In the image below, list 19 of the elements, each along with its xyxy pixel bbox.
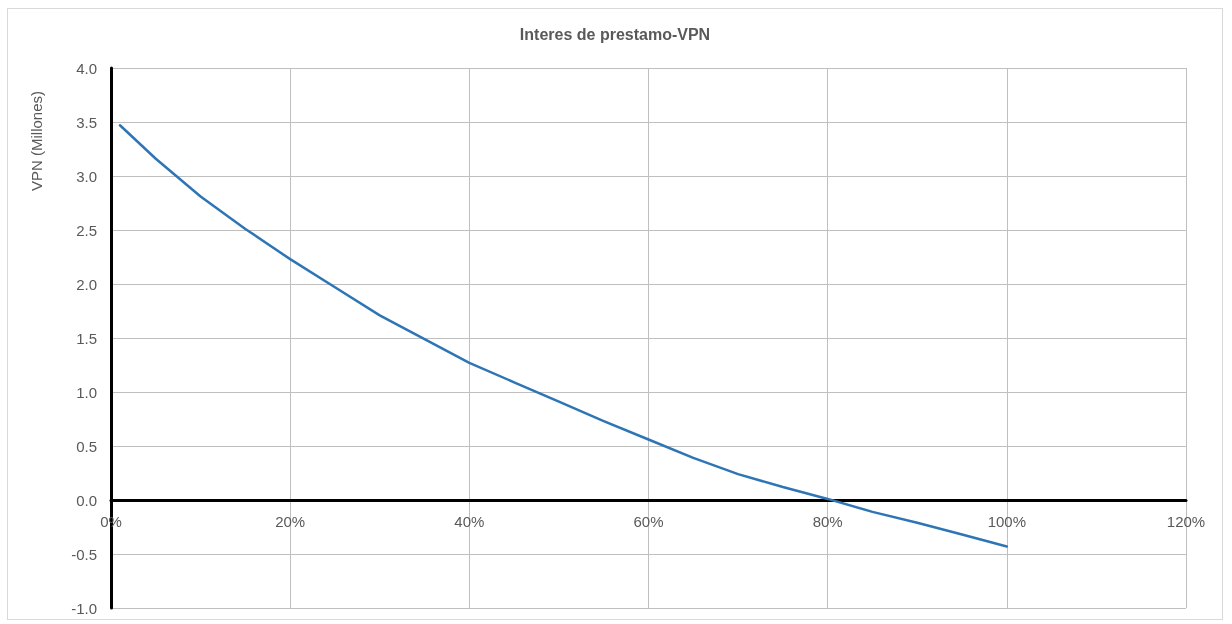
x-tick-label: 80% bbox=[812, 513, 843, 530]
chart-title: Interes de prestamo-VPN bbox=[519, 25, 711, 43]
x-tick-label: 100% bbox=[987, 513, 1027, 530]
y-tick-label: 2.0 bbox=[76, 275, 97, 293]
y-tick-label: 0.5 bbox=[76, 437, 97, 455]
y-tick-label: 3.5 bbox=[76, 113, 97, 131]
x-tick-label: 20% bbox=[275, 513, 306, 530]
y-tick-label: -0.5 bbox=[71, 545, 97, 563]
x-tick-label: 40% bbox=[454, 513, 485, 530]
y-axis-title: VPN (Millones) bbox=[27, 90, 45, 192]
y-tick-label: 1.0 bbox=[76, 383, 97, 401]
y-tick-label: 2.5 bbox=[76, 221, 97, 239]
x-tick-label: 120% bbox=[1166, 513, 1206, 530]
y-tick-label: 3.0 bbox=[76, 167, 97, 185]
y-tick-label: 1.5 bbox=[76, 329, 97, 347]
y-tick-label: 4.0 bbox=[76, 59, 97, 77]
y-tick-label: 0.0 bbox=[76, 491, 97, 509]
x-tick-label: 60% bbox=[633, 513, 664, 530]
y-tick-label: -1.0 bbox=[71, 599, 97, 617]
